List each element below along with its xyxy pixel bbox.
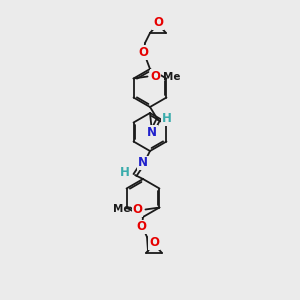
Text: N: N [147, 125, 157, 139]
Text: N: N [138, 157, 148, 169]
Text: H: H [120, 167, 130, 179]
Text: O: O [138, 46, 148, 59]
Text: Me: Me [163, 71, 180, 82]
Text: Me: Me [113, 205, 130, 214]
Text: H: H [162, 112, 172, 125]
Text: O: O [133, 203, 142, 216]
Text: O: O [136, 220, 146, 233]
Text: O: O [149, 236, 159, 249]
Text: O: O [153, 16, 163, 29]
Text: O: O [151, 70, 160, 83]
